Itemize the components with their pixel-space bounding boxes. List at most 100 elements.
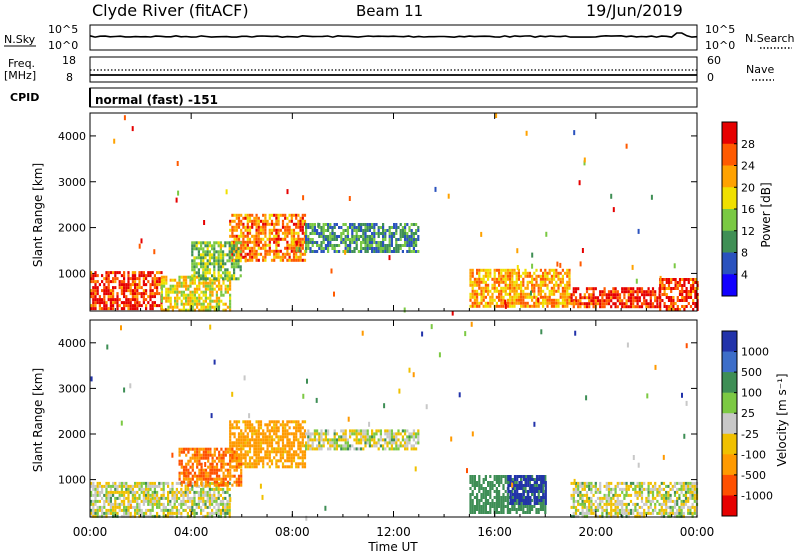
heatmap-cell xyxy=(618,302,622,306)
heatmap-cell xyxy=(173,496,176,500)
heatmap-cell xyxy=(590,499,593,503)
heatmap-cell xyxy=(513,502,516,505)
heatmap-cell xyxy=(632,290,635,294)
heatmap-cell xyxy=(196,290,199,294)
heatmap-cell xyxy=(585,490,589,494)
heatmap-cell xyxy=(169,284,172,288)
heatmap-cell xyxy=(691,502,694,506)
heatmap-cell xyxy=(495,301,498,305)
heatmap-cell xyxy=(248,420,252,424)
heatmap-cell xyxy=(366,247,369,250)
heatmap-cell xyxy=(186,496,189,500)
heatmap-cell xyxy=(495,286,498,290)
heatmap-cell xyxy=(689,278,693,281)
heatmap-cell xyxy=(417,250,420,253)
heatmap-cell xyxy=(297,222,300,226)
heatmap-cell xyxy=(248,438,252,442)
heatmap-cell xyxy=(533,478,536,481)
heatmap-cell xyxy=(153,274,156,278)
heatmap-cell xyxy=(500,286,503,290)
heatmap-cell xyxy=(204,514,207,518)
heatmap-cell xyxy=(625,505,628,509)
heatmap-cell xyxy=(667,305,671,308)
heatmap-cell xyxy=(634,493,637,497)
heatmap-cell xyxy=(379,232,382,235)
heatmap-cell xyxy=(123,115,126,121)
heatmap-cell xyxy=(520,304,523,308)
heatmap-cell xyxy=(526,283,529,287)
heatmap-cell xyxy=(266,237,269,241)
heatmap-cell xyxy=(364,238,367,241)
heatmap-cell xyxy=(292,249,296,253)
heatmap-cell xyxy=(603,287,606,291)
heatmap-cell xyxy=(333,238,336,241)
heatmap-cell xyxy=(255,432,258,436)
heatmap-cell xyxy=(235,447,238,451)
heatmap-cell xyxy=(307,247,310,250)
heatmap-cell xyxy=(233,441,236,445)
heatmap-cell xyxy=(495,490,498,493)
heatmap-cell xyxy=(229,293,232,297)
heatmap-cell xyxy=(226,268,229,272)
heatmap-cell xyxy=(251,222,254,226)
heatmap-cell xyxy=(309,232,312,235)
heatmap-cell xyxy=(90,277,93,281)
heatmap-cell xyxy=(638,296,641,300)
heatmap-cell xyxy=(568,277,571,281)
heatmap-cell xyxy=(320,435,323,439)
heatmap-cell xyxy=(309,223,312,226)
heatmap-cell xyxy=(277,447,280,451)
heatmap-cell xyxy=(112,286,115,290)
heatmap-cell xyxy=(235,265,238,269)
heatmap-cell xyxy=(693,511,696,515)
heatmap-cell xyxy=(340,226,343,229)
heatmap-cell xyxy=(566,298,569,302)
heatmap-cell xyxy=(513,283,516,287)
heatmap-cell xyxy=(165,275,168,279)
heatmap-cell xyxy=(222,477,225,481)
heatmap-cell xyxy=(251,234,254,238)
heatmap-cell xyxy=(189,471,192,475)
heatmap-cell xyxy=(127,496,130,500)
heatmap-cell xyxy=(670,299,673,302)
heatmap-cell xyxy=(415,447,418,451)
heatmap-cell xyxy=(404,432,407,436)
heatmap-cell xyxy=(147,496,150,500)
heatmap-cell xyxy=(581,487,584,491)
heatmap-cell xyxy=(647,505,650,509)
heatmap-cell xyxy=(307,447,310,451)
heatmap-cell xyxy=(500,301,503,305)
heatmap-cell xyxy=(107,283,110,287)
heatmap-cell xyxy=(217,250,220,254)
heatmap-cell xyxy=(585,296,589,300)
heatmap-cell xyxy=(200,490,203,494)
heatmap-cell xyxy=(264,213,267,217)
heatmap-cell xyxy=(264,243,267,247)
heatmap-cell xyxy=(109,301,112,305)
heatmap-cell xyxy=(478,499,481,502)
heatmap-cell xyxy=(357,432,360,436)
heatmap-cell xyxy=(318,223,321,226)
heatmap-cell xyxy=(224,244,227,248)
heatmap-cell xyxy=(544,283,547,287)
heatmap-cell xyxy=(504,499,507,502)
heatmap-cell xyxy=(209,474,212,478)
heatmap-cell xyxy=(324,235,327,238)
heatmap-cell xyxy=(384,232,387,235)
heatmap-cell xyxy=(373,444,376,448)
heatmap-cell xyxy=(478,271,481,275)
heatmap-cell xyxy=(528,271,531,275)
heatmap-cell xyxy=(527,496,530,499)
heatmap-cell xyxy=(651,496,655,500)
heatmap-cell xyxy=(526,274,529,278)
heatmap-cell xyxy=(516,248,519,254)
heatmap-cell xyxy=(568,286,571,290)
heatmap-cell xyxy=(649,490,652,494)
heatmap-cell xyxy=(355,226,358,229)
heatmap-cell xyxy=(138,493,141,497)
heatmap-cell xyxy=(207,483,210,487)
heatmap-cell xyxy=(520,280,523,284)
heatmap-cell xyxy=(255,456,258,460)
heatmap-cell xyxy=(237,234,241,238)
heatmap-cell xyxy=(309,241,312,244)
